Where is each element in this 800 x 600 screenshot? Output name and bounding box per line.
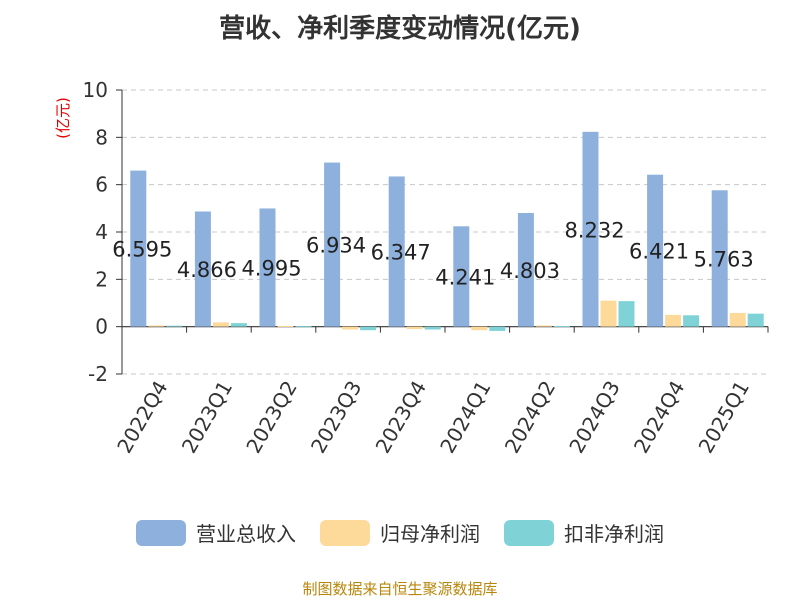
x-tick-label: 2024Q1 <box>435 377 495 458</box>
bar-net-profit <box>471 326 488 331</box>
legend-item-net-profit[interactable]: 归母净利润 <box>320 518 480 547</box>
y-tick-label: -2 <box>88 362 108 386</box>
legend-swatch-revenue <box>136 519 186 546</box>
data-label: 6.595 <box>112 238 172 262</box>
data-label: 6.421 <box>629 240 689 264</box>
bar-deducted-profit <box>747 313 764 327</box>
x-tick-label: 2022Q4 <box>112 377 172 458</box>
bar-revenue <box>711 190 728 327</box>
chart-title: 营收、净利季度变动情况(亿元) <box>219 14 581 44</box>
legend-item-deducted-profit[interactable]: 扣非净利润 <box>504 518 664 547</box>
bar-revenue <box>647 174 664 327</box>
x-tick-label: 2023Q2 <box>241 377 301 458</box>
source-note: 制图数据来自恒生聚源数据库 <box>302 580 498 598</box>
bar-revenue <box>388 176 405 327</box>
data-label: 5.763 <box>694 247 754 271</box>
bar-deducted-profit <box>295 326 312 328</box>
bar-deducted-profit <box>553 325 570 327</box>
bar-revenue <box>324 162 341 327</box>
legend-swatch-net-profit <box>320 519 370 546</box>
bar-net-profit <box>600 300 617 327</box>
data-label: 6.934 <box>306 234 366 258</box>
bar-deducted-profit <box>683 315 700 327</box>
bar-revenue <box>517 212 534 327</box>
y-tick-label: 8 <box>95 125 108 149</box>
x-tick-label: 2023Q4 <box>371 377 431 458</box>
y-tick-label: 0 <box>95 315 108 339</box>
x-tick-label: 2024Q2 <box>500 377 560 458</box>
bar-net-profit <box>342 326 359 330</box>
bar-net-profit <box>148 325 165 327</box>
bar-revenue <box>259 208 276 327</box>
legend-swatch-deducted-profit <box>504 519 554 546</box>
data-label: 4.803 <box>500 259 560 283</box>
bar-revenue <box>453 226 470 327</box>
x-tick-label: 2023Q3 <box>306 377 366 458</box>
x-tick-label: 2024Q4 <box>629 377 689 458</box>
bar-revenue <box>130 170 147 327</box>
legend-label-net-profit: 归母净利润 <box>380 522 480 546</box>
data-label: 4.995 <box>241 257 301 281</box>
y-tick-label: 2 <box>95 267 108 291</box>
bar-deducted-profit <box>424 326 441 330</box>
x-tick-label: 2025Q1 <box>694 377 754 458</box>
bar-deducted-profit <box>166 325 183 327</box>
bar-net-profit <box>665 314 682 327</box>
legend-label-revenue: 营业总收入 <box>196 522 296 546</box>
data-label: 4.866 <box>177 258 237 282</box>
data-label: 8.232 <box>564 218 624 242</box>
bar-revenue <box>582 131 599 327</box>
bar-deducted-profit <box>618 301 635 327</box>
legend-label-deducted-profit: 扣非净利润 <box>564 522 664 546</box>
bar-net-profit <box>406 326 423 330</box>
bar-deducted-profit <box>230 323 247 327</box>
y-tick-label: 4 <box>95 220 108 244</box>
bar-net-profit <box>729 312 746 327</box>
bar-net-profit <box>277 325 294 327</box>
bar-revenue <box>194 211 211 327</box>
y-tick-label: 10 <box>83 78 108 102</box>
legend-item-revenue[interactable]: 营业总收入 <box>136 518 296 547</box>
legend: 营业总收入 归母净利润 扣非净利润 <box>0 518 800 547</box>
x-tick-label: 2023Q1 <box>177 377 237 458</box>
bar-net-profit <box>535 325 552 327</box>
data-label: 6.347 <box>371 241 431 265</box>
bar-net-profit <box>212 322 229 327</box>
y-axis-label: (亿元) <box>54 97 72 139</box>
y-tick-label: 6 <box>95 173 108 197</box>
data-label: 4.241 <box>435 265 495 289</box>
bar-deducted-profit <box>489 326 506 331</box>
x-tick-label: 2024Q3 <box>564 377 624 458</box>
bar-deducted-profit <box>360 326 377 331</box>
